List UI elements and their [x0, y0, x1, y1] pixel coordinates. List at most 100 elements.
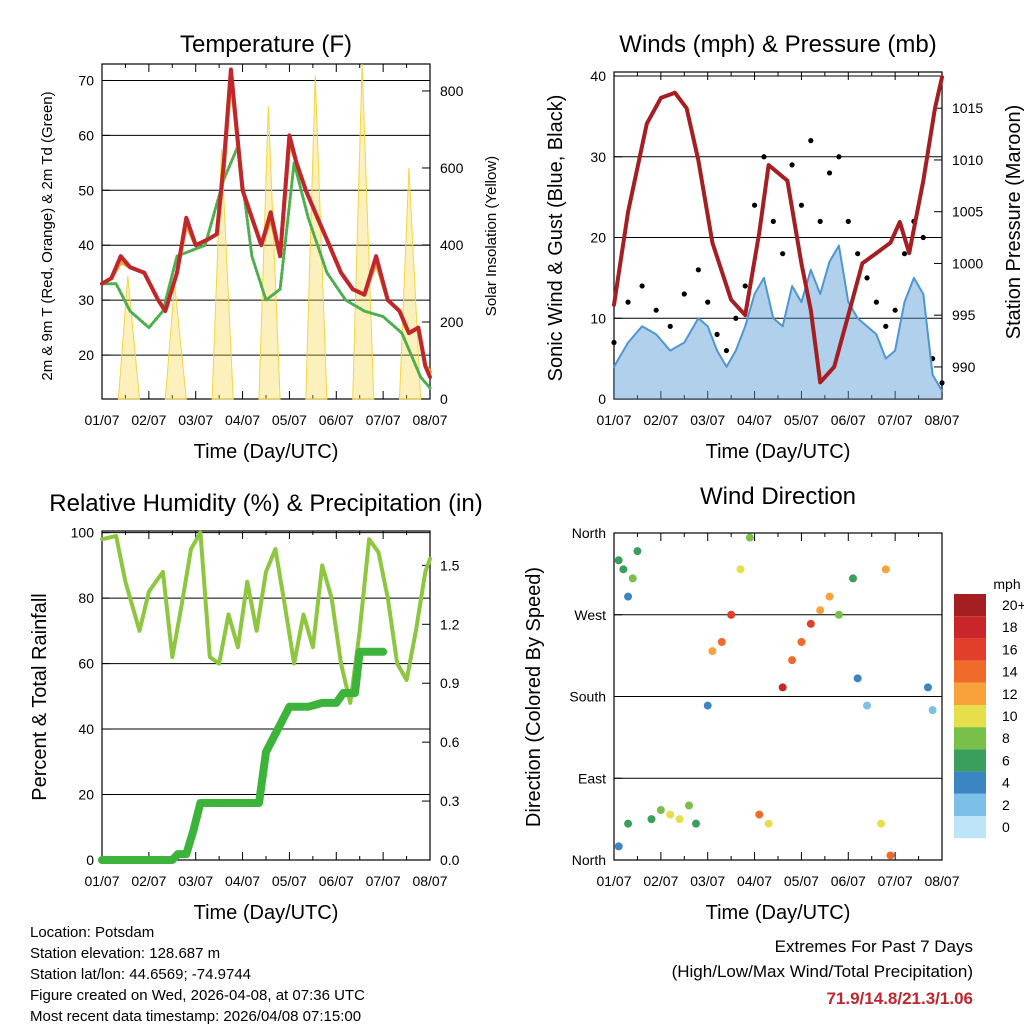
extremes-block: Extremes For Past 7 Days (High/Low/Max W…	[672, 937, 973, 1008]
colorbar-tick-label: 6	[1002, 752, 1010, 768]
direction-point	[928, 706, 937, 715]
temperature-x-tick-label: 05/07	[272, 412, 307, 428]
direction-point	[755, 810, 764, 819]
humidity-panel: Relative Humidity (%) & Precipitation (i…	[29, 490, 483, 924]
colorbar-tick-label: 12	[1002, 686, 1018, 702]
winds-y-tick-label: 10	[590, 310, 606, 326]
direction-y-tick-label: South	[569, 689, 606, 705]
precipitation-line	[98, 647, 388, 864]
extremes-subtitle: (High/Low/Max Wind/Total Precipitation)	[672, 962, 973, 981]
solar-insolation-spike	[164, 283, 187, 400]
elevation-text: Station elevation: 128.687 m	[30, 945, 220, 962]
winds-x-tick-label: 03/07	[690, 412, 725, 428]
direction-x-tick-label: 07/07	[878, 873, 913, 889]
temperature-plot-area: 20 30 40 50 60 70 0 200 400 600 800 01/07 02/07 03/07…	[78, 63, 464, 428]
temperature-y-label: 2m & 9m T (Red, Orange) & 2m Td (Green)	[39, 91, 56, 380]
direction-point	[853, 674, 862, 683]
humidity-x-tick-label: 01/07	[84, 873, 119, 889]
humidity-x-tick-label: 06/07	[319, 873, 354, 889]
humidity-title: Relative Humidity (%) & Precipitation (i…	[49, 490, 482, 517]
humidity-axes-frame	[101, 530, 431, 861]
direction-title: Wind Direction	[700, 483, 856, 510]
colorbar-swatch	[954, 749, 986, 772]
direction-y-tick-label: East	[578, 770, 606, 786]
direction-point	[797, 638, 806, 646]
gust-point	[751, 202, 758, 208]
direction-point	[778, 683, 787, 692]
gust-point	[873, 299, 880, 305]
winds-y-tick-label: 0	[598, 391, 606, 407]
winds-x-tick-label: 05/07	[784, 412, 819, 428]
gust-point	[789, 162, 795, 168]
temperature-y2-label: Solar Insolation (Yellow)	[483, 156, 500, 316]
direction-point	[675, 815, 684, 824]
gust-point	[714, 331, 720, 338]
solar-insolation-spike	[117, 275, 141, 400]
direction-point	[886, 851, 895, 860]
humidity-plot-area: 0 20 40 60 80 100 0.0 0.3 0.6 0.9 1.2 1.5 01/07 02/07…	[71, 525, 460, 889]
temperature-y2-tick-label: 200	[440, 314, 464, 330]
winds-axes-frame	[613, 71, 943, 400]
direction-point	[633, 547, 642, 556]
direction-point	[736, 565, 745, 574]
temperature-y-tick-label: 40	[78, 237, 94, 253]
gust-point	[855, 251, 861, 257]
winds-x-tick-label: 04/07	[737, 412, 772, 428]
extremes-values: 71.9/14.8/21.3/1.06	[826, 989, 973, 1008]
temperature-x-tick-label: 01/07	[84, 412, 119, 428]
winds-y2-tick-label: 1000	[952, 255, 983, 271]
temperature-y-tick-label: 70	[78, 72, 94, 88]
gust-point	[625, 299, 631, 305]
humidity-y-tick-label: 60	[78, 656, 94, 672]
direction-point	[684, 801, 693, 810]
gust-point	[817, 218, 823, 224]
temperature-x-tick-label: 04/07	[225, 412, 260, 428]
direction-x-tick-label: 05/07	[784, 873, 819, 889]
humidity-x-tick-label: 07/07	[366, 873, 401, 889]
humidity-x-tick-label: 05/07	[272, 873, 307, 889]
direction-point	[624, 819, 633, 828]
temperature-title: Temperature (F)	[180, 31, 352, 58]
colorbar-tick-label: 8	[1002, 730, 1010, 746]
direction-y-tick-label: West	[574, 607, 606, 623]
colorbar-swatch	[954, 771, 986, 794]
temperature-x-label: Time (Day/UTC)	[194, 441, 339, 463]
colorbar-swatch	[954, 594, 986, 617]
gust-point	[892, 307, 898, 313]
direction-x-tick-label: 01/07	[596, 873, 631, 889]
direction-point	[764, 819, 773, 828]
colorbar-tick-label: 16	[1002, 641, 1018, 657]
winds-y-tick-label: 20	[590, 230, 606, 246]
winds-y2-tick-label: 995	[952, 307, 976, 323]
gust-point	[639, 283, 645, 289]
temperature-x-tick-label: 02/07	[131, 412, 166, 428]
location-text: Location: Potsdam	[30, 924, 154, 941]
direction-point	[666, 810, 675, 819]
gust-point	[705, 299, 711, 305]
humidity-y-tick-label: 40	[78, 721, 94, 737]
temperature-y2-tick-label: 600	[440, 160, 464, 176]
direction-x-tick-label: 06/07	[831, 873, 866, 889]
winds-y2-tick-label: 990	[952, 359, 976, 375]
temperature-y2-tick-label: 800	[440, 83, 464, 99]
temperature-x-tick-label: 08/07	[412, 412, 447, 428]
winds-y-tick-label: 30	[590, 149, 606, 165]
direction-x-tick-label: 02/07	[643, 873, 678, 889]
winds-y-label: Sonic Wind & Gust (Blue, Black)	[545, 95, 567, 382]
sonic-wind-line	[613, 244, 943, 392]
humidity-y2-tick-label: 1.5	[440, 557, 460, 573]
direction-point	[848, 574, 857, 583]
gust-point	[681, 291, 687, 297]
gust-point	[733, 315, 739, 321]
winds-y-tick-label: 40	[590, 68, 606, 84]
winds-y2-label: Station Pressure (Maroon)	[1003, 105, 1024, 340]
colorbar-swatch	[954, 638, 986, 661]
gust-point	[761, 154, 767, 160]
recent-data-text: Most recent data timestamp: 2026/04/08 0…	[30, 1008, 361, 1024]
colorbar-swatch	[954, 793, 986, 816]
gust-point	[723, 347, 730, 354]
colorbar-tick-label: 18	[1002, 619, 1018, 635]
gust-point	[798, 202, 805, 208]
humidity-x-tick-label: 08/07	[412, 873, 447, 889]
winds-y2-tick-label: 1015	[952, 100, 983, 116]
